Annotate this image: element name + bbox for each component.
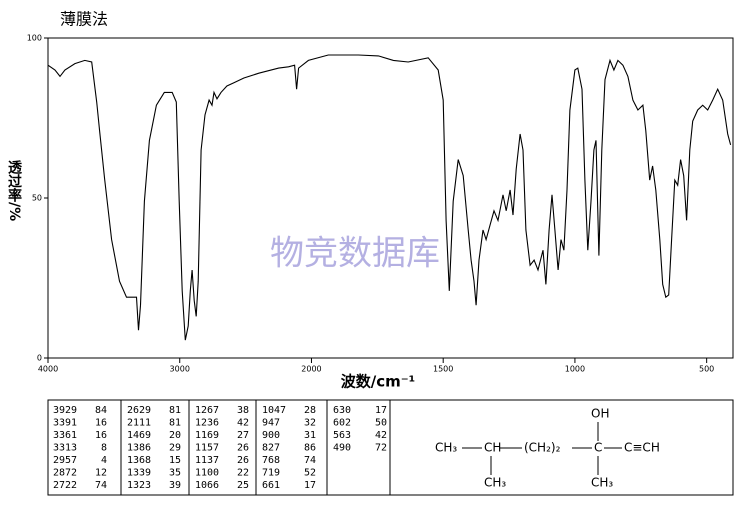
peak-wavenumber: 1100 (195, 468, 219, 479)
peak-wavenumber: 1137 (195, 455, 219, 466)
x-tick-label: 4000 (38, 365, 58, 374)
peak-transmittance: 16 (95, 418, 107, 429)
peak-transmittance: 26 (237, 443, 249, 454)
peak-transmittance: 31 (304, 430, 316, 441)
peak-transmittance: 17 (304, 480, 316, 491)
peak-wavenumber: 2872 (53, 468, 77, 479)
group: CH₃ (591, 476, 613, 490)
peak-transmittance: 32 (304, 418, 316, 429)
peak-transmittance: 17 (375, 405, 387, 416)
peak-wavenumber: 2722 (53, 480, 77, 491)
peak-transmittance: 72 (375, 443, 387, 454)
peak-transmittance: 38 (237, 405, 249, 416)
group: CH₃ (435, 441, 457, 455)
x-axis-label: 波数/cm⁻¹ (341, 373, 416, 391)
peak-transmittance: 74 (95, 480, 107, 491)
group: CH₃ (484, 476, 506, 490)
peak-transmittance: 81 (169, 418, 181, 429)
peak-wavenumber: 1469 (127, 430, 151, 441)
peak-wavenumber: 1066 (195, 480, 219, 491)
x-tick-label: 3000 (170, 365, 190, 374)
peak-transmittance: 42 (375, 430, 387, 441)
peak-wavenumber: 1368 (127, 455, 151, 466)
peak-transmittance: 12 (95, 468, 107, 479)
group: C≡CH (624, 441, 660, 455)
y-tick-label: 100 (27, 34, 42, 43)
peak-transmittance: 15 (169, 455, 181, 466)
peak-wavenumber: 1047 (262, 405, 286, 416)
peak-wavenumber: 3313 (53, 443, 77, 454)
peak-transmittance: 39 (169, 480, 181, 491)
peak-wavenumber: 827 (262, 443, 280, 454)
peak-wavenumber: 602 (333, 418, 351, 429)
spectrum-line (47, 54, 732, 341)
peak-wavenumber: 1386 (127, 443, 151, 454)
peak-transmittance: 4 (101, 455, 107, 466)
peak-wavenumber: 1323 (127, 480, 151, 491)
x-tick-label: 1000 (565, 365, 585, 374)
group: CH (484, 441, 501, 455)
peak-transmittance: 86 (304, 443, 316, 454)
y-axis-label: 透过率/% (6, 160, 22, 221)
peak-wavenumber: 661 (262, 480, 280, 491)
peak-transmittance: 52 (304, 468, 316, 479)
peak-transmittance: 26 (237, 455, 249, 466)
peak-transmittance: 81 (169, 405, 181, 416)
peak-wavenumber: 2629 (127, 405, 151, 416)
peak-wavenumber: 768 (262, 455, 280, 466)
peak-wavenumber: 1339 (127, 468, 151, 479)
peak-wavenumber: 1157 (195, 443, 219, 454)
peak-transmittance: 84 (95, 405, 107, 416)
structure (462, 422, 622, 475)
peak-wavenumber: 630 (333, 405, 351, 416)
peak-transmittance: 22 (237, 468, 249, 479)
peak-transmittance: 27 (237, 430, 249, 441)
y-tick-label: 50 (32, 194, 42, 203)
peak-transmittance: 28 (304, 405, 316, 416)
peak-wavenumber: 1267 (195, 405, 219, 416)
peak-wavenumber: 900 (262, 430, 280, 441)
peak-transmittance: 20 (169, 430, 181, 441)
x-tick-label: 500 (699, 365, 714, 374)
group: OH (591, 407, 609, 421)
peak-wavenumber: 3391 (53, 418, 77, 429)
peak-wavenumber: 3361 (53, 430, 77, 441)
peak-wavenumber: 490 (333, 443, 351, 454)
peak-wavenumber: 719 (262, 468, 280, 479)
peak-wavenumber: 1169 (195, 430, 219, 441)
peak-transmittance: 74 (304, 455, 316, 466)
x-tick-label: 2000 (301, 365, 321, 374)
peak-transmittance: 8 (101, 443, 107, 454)
group: C (594, 441, 602, 455)
x-tick-label: 1500 (433, 365, 453, 374)
peak-transmittance: 42 (237, 418, 249, 429)
peak-transmittance: 16 (95, 430, 107, 441)
peak-wavenumber: 947 (262, 418, 280, 429)
peak-transmittance: 50 (375, 418, 387, 429)
peak-wavenumber: 2111 (127, 418, 151, 429)
peak-wavenumber: 3929 (53, 405, 77, 416)
peak-wavenumber: 2957 (53, 455, 77, 466)
watermark: 物竞数据库 (270, 234, 440, 274)
peak-transmittance: 25 (237, 480, 249, 491)
peak-wavenumber: 563 (333, 430, 351, 441)
y-tick-label: 0 (37, 354, 42, 363)
group: (CH₂)₂ (524, 441, 561, 455)
peak-transmittance: 35 (169, 468, 181, 479)
peak-transmittance: 29 (169, 443, 181, 454)
peak-wavenumber: 1236 (195, 418, 219, 429)
chart-title: 薄膜法 (60, 10, 108, 29)
